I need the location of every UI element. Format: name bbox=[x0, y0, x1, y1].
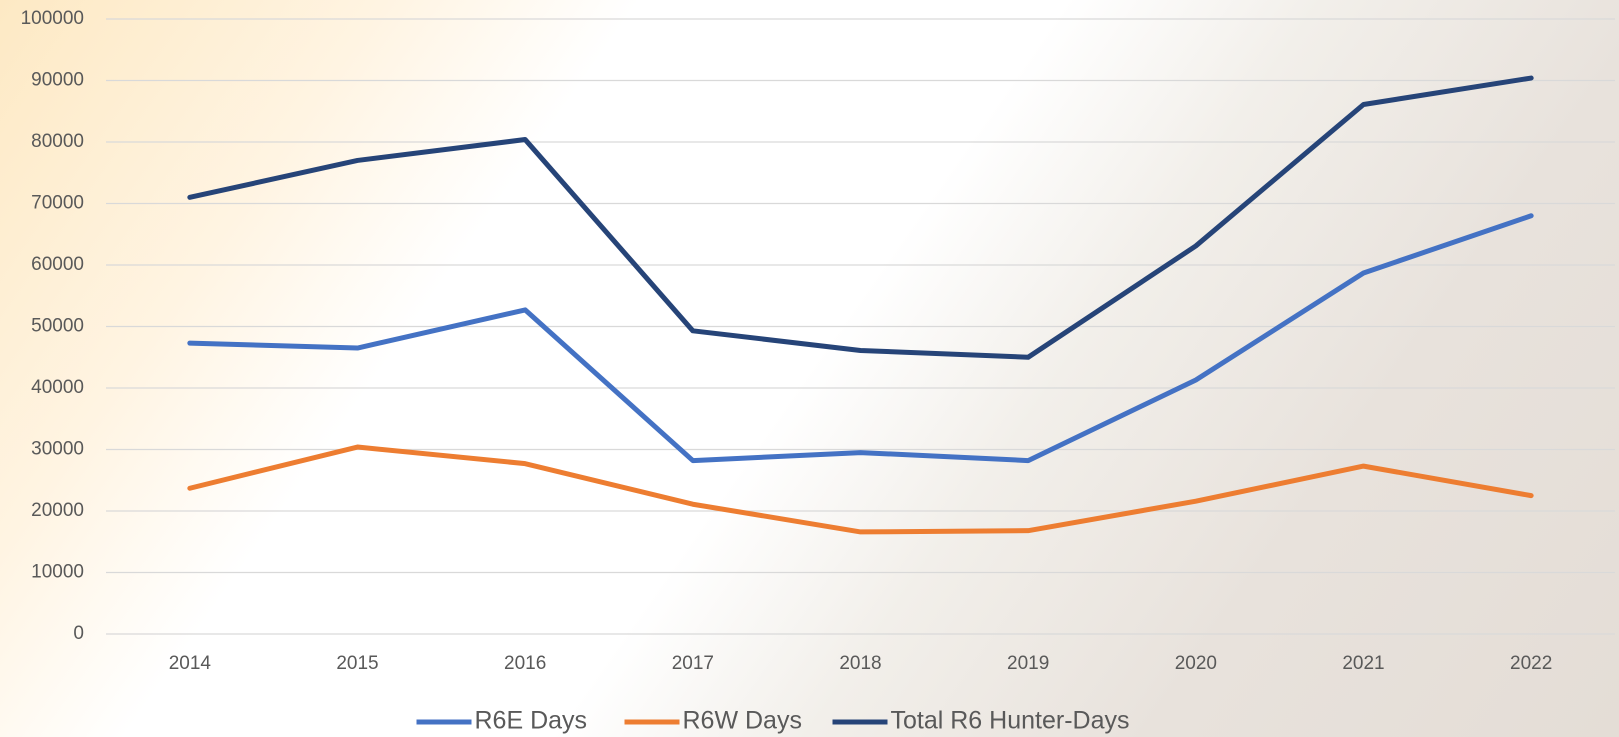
series-line bbox=[187, 444, 1534, 535]
x-tick-label: 2021 bbox=[1342, 653, 1384, 674]
legend-label: R6E Days bbox=[475, 707, 588, 735]
x-tick-label: 2019 bbox=[1007, 653, 1049, 674]
legend-label: Total R6 Hunter-Days bbox=[891, 707, 1130, 735]
series-line bbox=[187, 213, 1534, 464]
legend-label: R6W Days bbox=[683, 707, 802, 735]
y-tick-label: 40000 bbox=[31, 377, 84, 398]
y-tick-label: 20000 bbox=[31, 500, 84, 521]
y-tick-label: 80000 bbox=[31, 131, 84, 152]
y-tick-label: 60000 bbox=[31, 254, 84, 275]
x-tick-label: 2015 bbox=[336, 653, 378, 674]
y-tick-label: 30000 bbox=[31, 439, 84, 460]
y-tick-label: 50000 bbox=[31, 316, 84, 337]
x-tick-label: 2014 bbox=[169, 653, 212, 674]
x-tick-label: 2022 bbox=[1510, 653, 1552, 674]
series-line bbox=[187, 75, 1534, 360]
y-tick-label: 90000 bbox=[31, 70, 84, 91]
y-tick-label: 100000 bbox=[21, 8, 84, 29]
x-tick-label: 2020 bbox=[1175, 653, 1217, 674]
x-tick-label: 2017 bbox=[672, 653, 714, 674]
x-tick-label: 2016 bbox=[504, 653, 546, 674]
x-tick-label: 2018 bbox=[839, 653, 881, 674]
y-tick-label: 10000 bbox=[31, 562, 84, 583]
y-tick-label: 0 bbox=[73, 623, 84, 644]
y-tick-label: 70000 bbox=[31, 193, 84, 214]
